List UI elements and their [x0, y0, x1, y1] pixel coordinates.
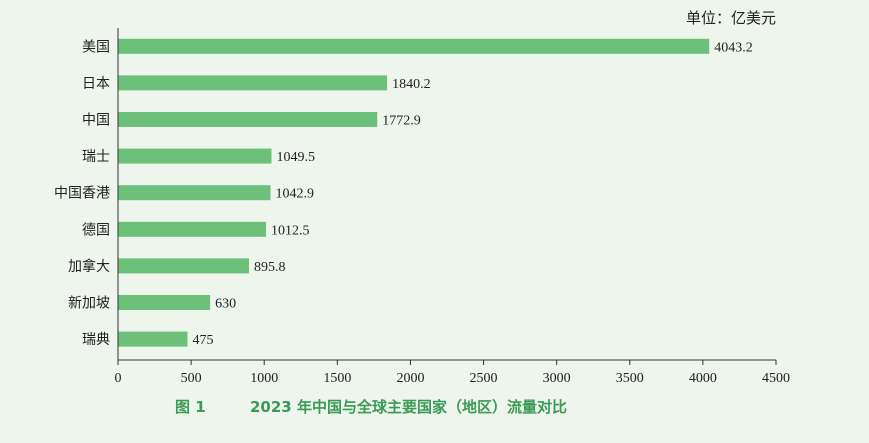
- value-label: 1012.5: [271, 223, 310, 238]
- category-label: 中国: [82, 113, 110, 129]
- bar: [118, 185, 271, 201]
- x-tick-label: 2000: [396, 371, 424, 386]
- category-label: 中国香港: [54, 186, 110, 202]
- bar: [118, 295, 211, 310]
- category-label: 瑞典: [82, 332, 110, 348]
- bar: [118, 75, 388, 91]
- bar: [118, 258, 249, 274]
- bar: [118, 331, 188, 347]
- figure-number: 图 1: [175, 398, 206, 416]
- value-label: 895.8: [254, 260, 286, 275]
- x-tick-label: 3000: [543, 371, 571, 386]
- value-label: 1840.2: [392, 77, 431, 92]
- figure-title: 2023 年中国与全球主要国家（地区）流量对比: [250, 398, 567, 416]
- value-label: 4043.2: [714, 40, 753, 55]
- x-tick-label: 4500: [762, 371, 790, 386]
- x-tick-label: 3500: [616, 371, 644, 386]
- bars-layer: 美国 4043.2 日本 1840.2 中国 1772.9 瑞士 1049.5 中国香港 1042…: [54, 38, 753, 348]
- bar: [118, 148, 272, 164]
- value-label: 475: [192, 333, 213, 348]
- value-label: 1049.5: [276, 150, 315, 165]
- category-label: 瑞士: [82, 149, 110, 165]
- bar: [118, 38, 710, 54]
- x-tick-label: 0: [115, 371, 122, 386]
- value-label: 1042.9: [275, 187, 314, 202]
- x-tick-label: 500: [181, 371, 202, 386]
- x-tick-label: 2500: [470, 371, 498, 386]
- value-label: 630: [215, 297, 236, 312]
- x-axis: 0 500 1000 1500 2000 2500 3000 3500 4000 4500: [115, 28, 790, 386]
- bar: [118, 221, 267, 237]
- bar: [118, 112, 378, 127]
- unit-label: 单位：亿美元: [686, 10, 776, 27]
- x-tick-label: 1000: [250, 371, 278, 386]
- category-label: 美国: [82, 39, 110, 55]
- x-tick-label: 1500: [323, 371, 351, 386]
- category-label: 日本: [82, 76, 110, 92]
- category-label: 德国: [82, 222, 110, 238]
- category-label: 加拿大: [68, 258, 110, 275]
- x-tick-label: 4000: [689, 371, 717, 386]
- category-label: 新加坡: [68, 296, 110, 312]
- value-label: 1772.9: [382, 114, 421, 129]
